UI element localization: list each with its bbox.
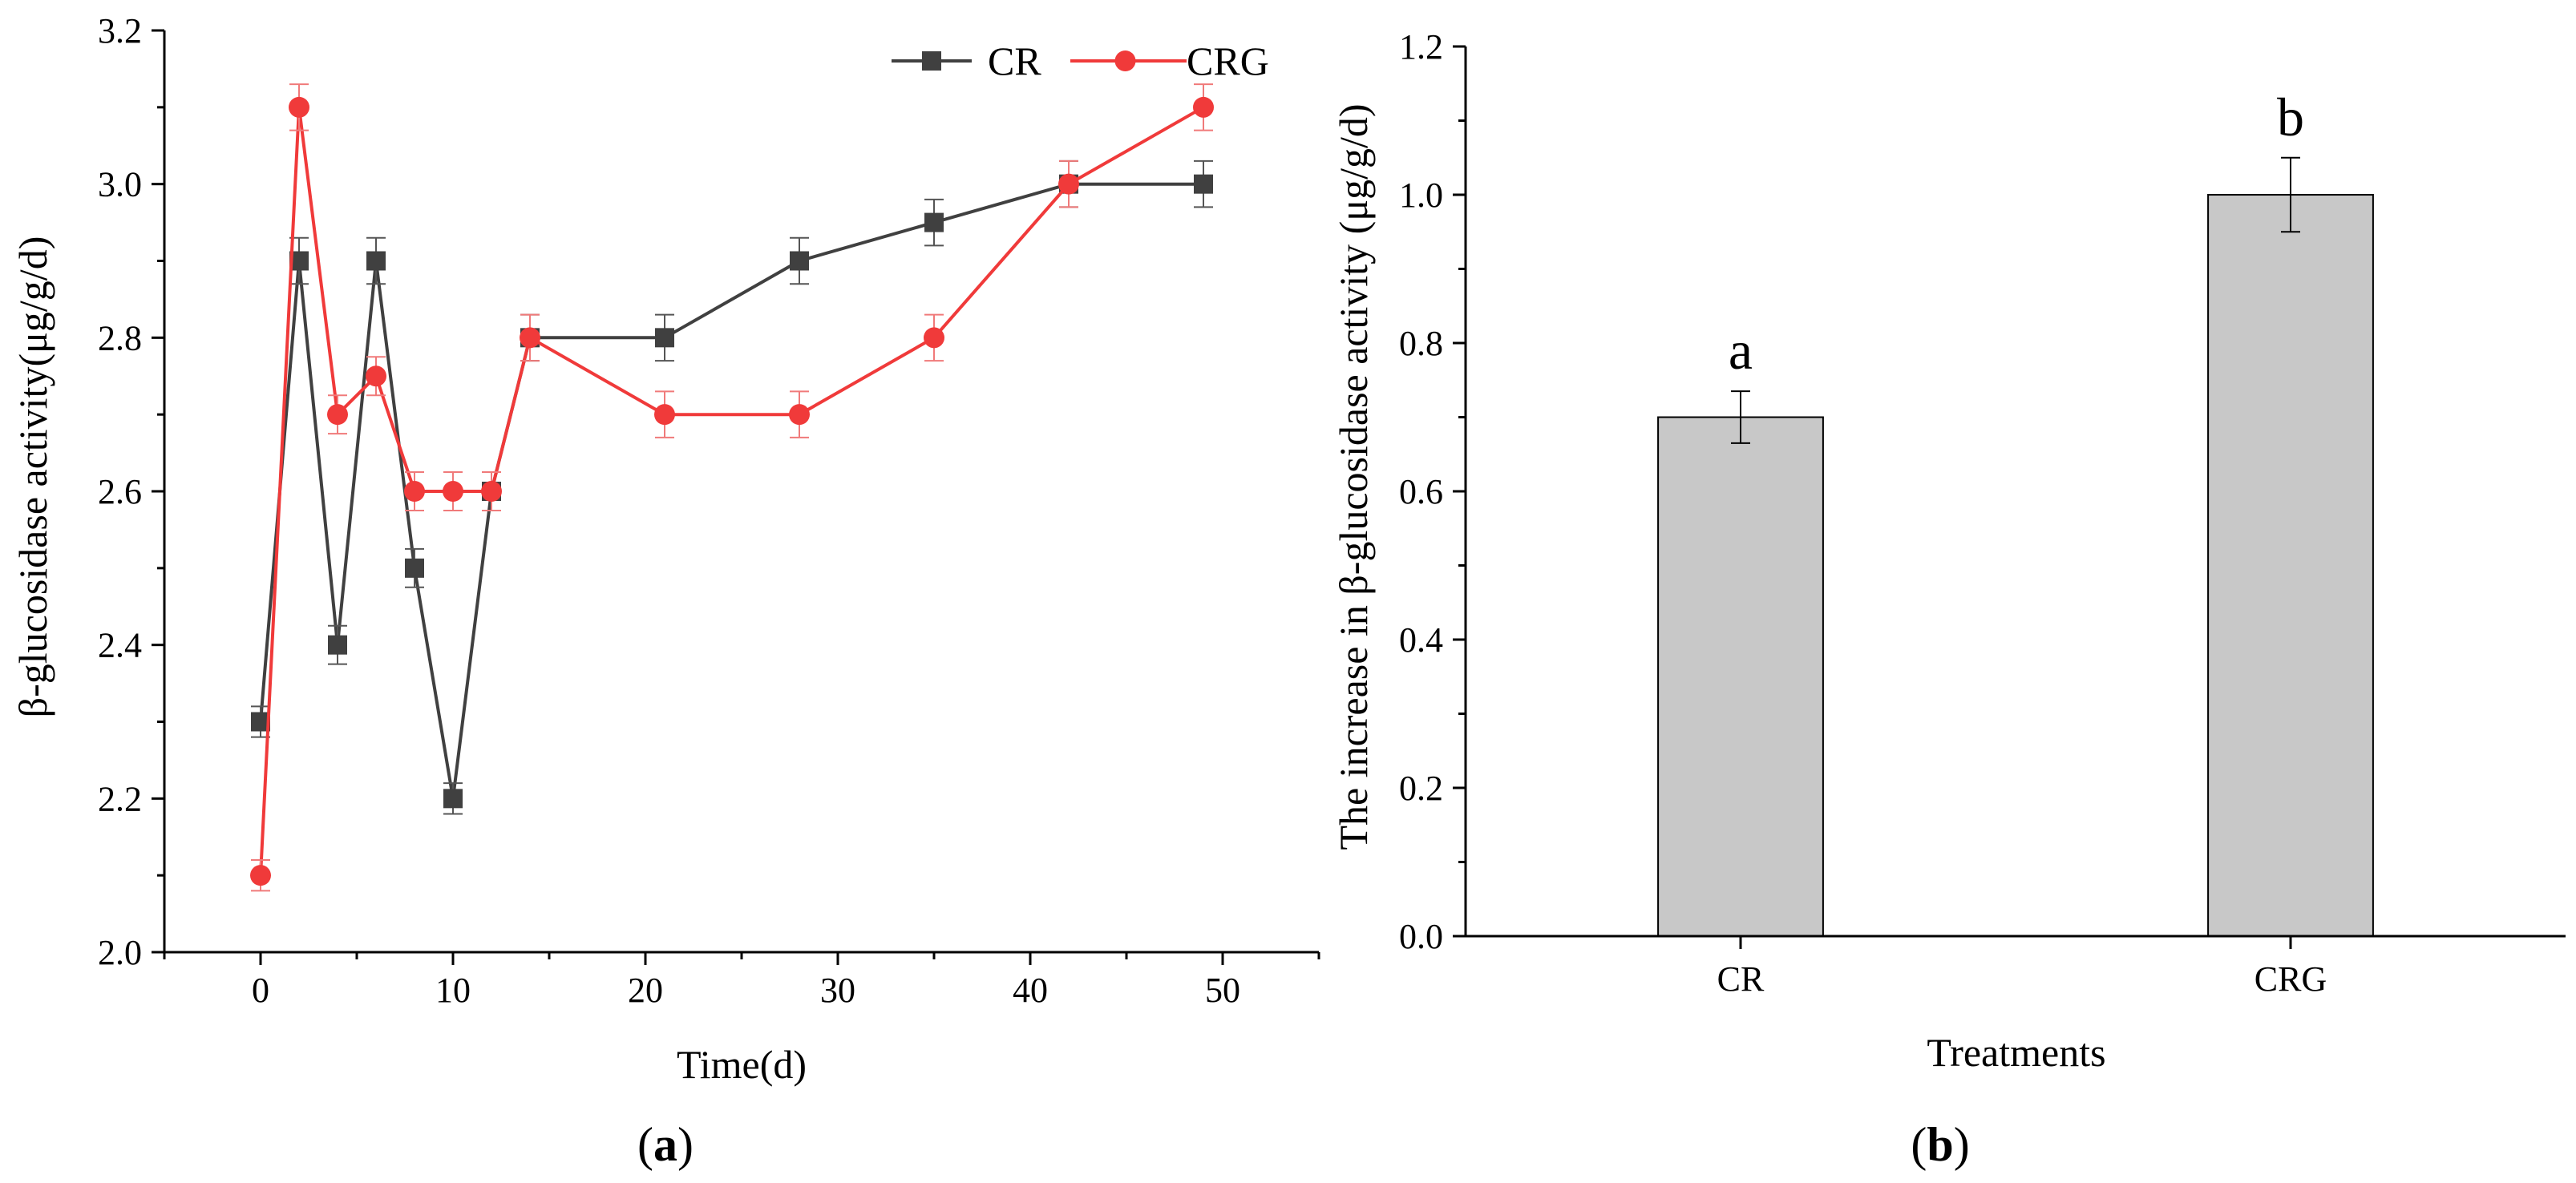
panel-label-part: b bbox=[1927, 1118, 1953, 1171]
data-point-crg bbox=[1058, 173, 1079, 195]
legend-label: CR bbox=[988, 38, 1041, 83]
panel-b-bar-chart: ab 0.00.20.40.60.81.01.2CR CRG Treatments… bbox=[1331, 27, 2566, 1171]
panel-a-y-tick-label: 3.0 bbox=[98, 165, 142, 204]
panel-b-y-tick-label: 0.0 bbox=[1399, 917, 1443, 956]
panel-a-x-tick-label: 30 bbox=[820, 971, 855, 1010]
data-point-cr bbox=[366, 251, 386, 271]
series-crg bbox=[250, 83, 1214, 892]
panel-a-y-tick-label: 2.6 bbox=[98, 472, 142, 511]
series-cr bbox=[251, 159, 1213, 815]
panel-b-axes: 0.0 0.2 0.4 0.6 0.8 1.0 1.2 CR CRG bbox=[1399, 27, 2566, 999]
legend-label: CRG bbox=[1187, 38, 1269, 83]
data-point-crg bbox=[250, 865, 271, 886]
panel-b-x-tick-label: CR bbox=[1717, 959, 1765, 999]
panel-b-y-tick-label: 0.8 bbox=[1399, 324, 1443, 363]
panel-b-y-tick-label: 1.0 bbox=[1399, 176, 1443, 215]
panel-b-x-tick-label: CRG bbox=[2255, 959, 2327, 999]
panel-a-axes: 2.0 2.2 2.4 2.6 2.8 3.0 3.2 0 10 20 30 40 50 bbox=[98, 11, 1320, 1010]
panel-b-marks: ab bbox=[1657, 87, 2374, 937]
bar-cr bbox=[1657, 416, 1824, 937]
panel-label-part: ( bbox=[637, 1118, 653, 1171]
panel-a-label: (a) bbox=[637, 1118, 694, 1171]
panel-a-x-tick-label: 20 bbox=[628, 971, 663, 1010]
panel-a-x-axis-label: Time(d) bbox=[677, 1042, 807, 1087]
panel-a-y-tick-label: 2.8 bbox=[98, 318, 142, 357]
data-point-crg bbox=[789, 404, 810, 426]
series-line-cr bbox=[259, 182, 1203, 799]
panel-b-y-tick-label: 0.2 bbox=[1399, 769, 1443, 808]
data-point-cr bbox=[328, 635, 347, 655]
panel-b-y-tick-label: 1.2 bbox=[1399, 27, 1443, 67]
panel-a-y-tick-label: 3.2 bbox=[98, 11, 142, 50]
panel-label-part: ( bbox=[1911, 1118, 1927, 1171]
data-point-crg bbox=[443, 481, 463, 502]
panel-b-y-tick-label: 0.4 bbox=[1399, 620, 1443, 660]
panel-a-x-tick-label: 50 bbox=[1205, 971, 1240, 1010]
data-point-crg bbox=[1193, 96, 1214, 118]
panel-a-marks bbox=[250, 83, 1214, 892]
series-line-crg bbox=[259, 106, 1204, 876]
legend-item-cr: CR bbox=[892, 38, 1041, 83]
data-point-cr bbox=[655, 328, 674, 348]
panel-a-x-tick-label: 40 bbox=[1013, 971, 1048, 1010]
bar-group-crg: b bbox=[2207, 87, 2374, 937]
data-point-crg bbox=[366, 365, 386, 387]
panel-a-x-tick-label: 10 bbox=[435, 971, 471, 1010]
data-point-crg bbox=[327, 404, 348, 426]
legend-marker bbox=[1114, 50, 1136, 71]
data-point-cr bbox=[1194, 174, 1213, 194]
panel-a-y-tick-label: 2.0 bbox=[98, 933, 142, 972]
data-point-crg bbox=[289, 96, 309, 118]
data-point-crg bbox=[924, 327, 944, 349]
significance-letter: a bbox=[1729, 320, 1753, 381]
panel-b-x-axis-label: Treatments bbox=[1927, 1030, 2105, 1075]
panel-a-legend: CR CRG bbox=[892, 38, 1269, 83]
panel-label-part: a bbox=[653, 1118, 677, 1171]
panel-b-label: (b) bbox=[1911, 1118, 1969, 1171]
bar-group-cr: a bbox=[1657, 320, 1824, 937]
data-point-cr bbox=[924, 212, 944, 232]
bar-crg bbox=[2207, 194, 2374, 937]
panel-b-y-tick-label: 0.6 bbox=[1399, 472, 1443, 511]
data-point-crg bbox=[520, 327, 540, 349]
legend-item-crg: CRG bbox=[1070, 38, 1269, 83]
data-point-cr bbox=[405, 558, 424, 578]
data-point-cr bbox=[443, 789, 463, 809]
panel-label-part: ) bbox=[1954, 1118, 1970, 1171]
panel-a-line-chart: 2.0 2.2 2.4 2.6 2.8 3.0 3.2 0 10 20 30 40 50 Time(d)… bbox=[10, 11, 1320, 1171]
data-point-crg bbox=[404, 481, 425, 502]
significance-letter: b bbox=[2277, 87, 2304, 147]
panel-a-y-axis-label: β-glucosidase activity(μg/g/d) bbox=[10, 236, 55, 718]
panel-b-y-axis-label: The increase in β-glucosidase activity (… bbox=[1331, 103, 1376, 850]
panel-a-x-tick-label: 0 bbox=[252, 971, 269, 1010]
data-point-cr bbox=[790, 251, 809, 271]
data-point-crg bbox=[481, 481, 502, 502]
panel-a-y-tick-label: 2.2 bbox=[98, 779, 142, 818]
panel-a-y-tick-label: 2.4 bbox=[98, 626, 142, 665]
panel-label-part: ) bbox=[677, 1118, 694, 1171]
legend-marker bbox=[922, 51, 941, 71]
data-point-crg bbox=[654, 404, 675, 426]
